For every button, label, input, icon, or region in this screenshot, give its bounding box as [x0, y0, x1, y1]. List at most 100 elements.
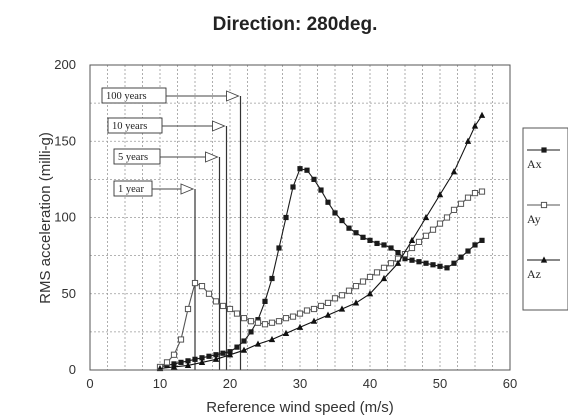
- data-point: [408, 236, 416, 243]
- x-tick-label: 50: [433, 376, 447, 391]
- legend: Ax Ay Az: [522, 127, 568, 311]
- series-line: [159, 168, 483, 368]
- data-point: [359, 278, 367, 285]
- data-point: [163, 359, 171, 366]
- data-point: [540, 201, 548, 209]
- data-point: [479, 237, 485, 243]
- legend-label: Az: [527, 267, 541, 281]
- data-point: [402, 256, 408, 262]
- data-point: [254, 340, 262, 347]
- y-tick-label: 0: [69, 362, 76, 377]
- data-point: [178, 359, 184, 365]
- data-point: [220, 350, 226, 356]
- data-point: [465, 248, 471, 254]
- data-point: [226, 351, 234, 358]
- data-point: [331, 295, 339, 302]
- annotation-10-years: 10 years: [107, 117, 228, 370]
- data-point: [248, 329, 254, 335]
- data-point: [352, 299, 360, 306]
- data-point: [395, 249, 401, 256]
- data-point: [254, 319, 262, 326]
- data-point: [373, 269, 381, 276]
- data-point: [296, 310, 304, 317]
- x-tick-label: 60: [503, 376, 517, 391]
- data-point: [268, 319, 276, 326]
- data-point: [325, 199, 331, 205]
- data-point: [290, 184, 296, 190]
- y-tick-label: 200: [54, 57, 76, 72]
- y-tick-label: 50: [62, 286, 76, 301]
- annotation-100-years: 100 years: [101, 87, 242, 370]
- data-point: [317, 302, 325, 310]
- data-point: [233, 310, 241, 317]
- series-line: [159, 191, 483, 368]
- data-point: [478, 188, 486, 195]
- data-point: [450, 168, 458, 175]
- annotation-label-box: [113, 180, 153, 197]
- data-point: [213, 352, 219, 358]
- data-point: [219, 302, 227, 310]
- data-point: [464, 194, 472, 201]
- data-point: [198, 283, 206, 290]
- data-point: [458, 254, 464, 260]
- data-point: [303, 307, 311, 314]
- data-point: [451, 260, 457, 266]
- tick-labels: 0 10 20 30 40 50 60 0 50 100 150 200: [54, 57, 517, 391]
- data-point: [184, 361, 192, 369]
- data-point: [212, 298, 220, 305]
- data-point: [338, 305, 346, 312]
- data-point: [353, 230, 359, 236]
- data-point: [324, 299, 332, 306]
- legend-box: [522, 127, 568, 311]
- data-point: [310, 317, 318, 324]
- data-point: [170, 351, 178, 358]
- data-point: [415, 238, 423, 246]
- data-point: [471, 190, 479, 197]
- data-point: [191, 279, 199, 287]
- x-tick-label: 0: [86, 376, 93, 391]
- data-point: [436, 220, 444, 227]
- data-point: [541, 147, 547, 153]
- data-point: [429, 226, 437, 233]
- plot-frame: [89, 64, 511, 371]
- data-point: [366, 290, 374, 297]
- data-point: [268, 335, 276, 343]
- annotation-label: 10 years: [112, 121, 147, 132]
- data-point: [472, 242, 478, 248]
- y-tick-label: 150: [54, 133, 76, 148]
- data-point: [430, 262, 436, 268]
- data-point: [409, 257, 415, 263]
- data-point: [318, 187, 324, 193]
- data-point: [380, 264, 388, 271]
- data-point: [262, 298, 268, 304]
- annotation-arrow-head: [212, 120, 226, 132]
- data-point: [212, 355, 220, 362]
- data-point: [240, 346, 248, 353]
- annotation-arrow-head: [180, 183, 195, 195]
- data-point: [366, 273, 374, 281]
- annotation-label-box: [113, 148, 161, 165]
- y-axis-label: RMS acceleration (milli-g): [37, 132, 54, 304]
- x-tick-label: 10: [153, 376, 167, 391]
- chart-title: Direction: 280deg.: [213, 14, 378, 35]
- data-point: [478, 111, 486, 118]
- data-point: [416, 259, 422, 265]
- annotation-arrow-head: [205, 151, 219, 163]
- data-point: [387, 260, 395, 267]
- legend-item-Az: Az: [527, 256, 560, 281]
- data-point: [289, 313, 297, 320]
- data-point: [310, 305, 318, 313]
- data-point: [422, 213, 430, 221]
- data-point: [457, 200, 465, 207]
- data-point: [282, 329, 290, 336]
- data-point: [205, 290, 213, 297]
- annotation-label: 1 year: [118, 184, 144, 195]
- data-point: [367, 237, 373, 243]
- data-point: [198, 358, 206, 365]
- data-point: [346, 225, 352, 231]
- legend-label: Ay: [527, 212, 541, 226]
- data-point: [360, 234, 366, 240]
- data-point: [324, 311, 332, 318]
- data-point: [241, 338, 247, 344]
- x-tick-label: 20: [223, 376, 237, 391]
